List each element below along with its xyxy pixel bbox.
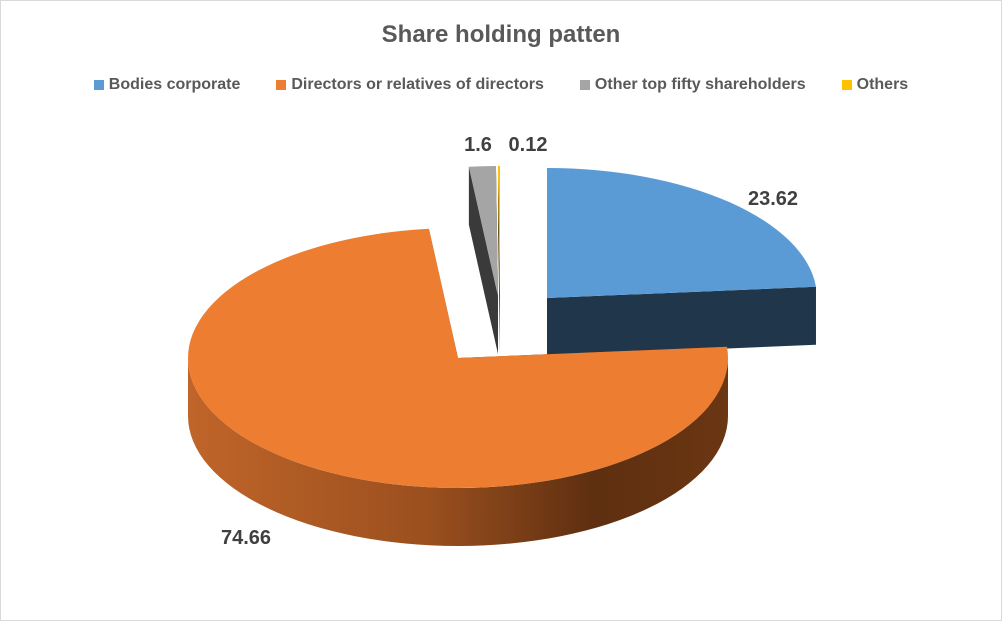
data-label: 1.6 <box>464 134 492 156</box>
slice-top <box>497 166 500 296</box>
data-label: 23.62 <box>748 188 798 210</box>
legend-label: Other top fifty shareholders <box>594 76 806 93</box>
legend-swatch <box>93 80 104 90</box>
slice-top <box>468 166 498 296</box>
slice-top <box>187 228 728 488</box>
legend-entry: Others <box>841 76 909 94</box>
slice-radial-face <box>497 166 500 354</box>
slice-outer-side <box>188 358 728 546</box>
chart-title: Share holding patten <box>381 21 621 48</box>
legend: Bodies corporate Directors or relatives o… <box>1 76 1001 94</box>
legend-label: Others <box>856 76 909 93</box>
pie-slice-1 <box>187 228 728 546</box>
legend-entry: Directors or relatives of directors <box>276 76 544 94</box>
pie-slice-3 <box>497 166 500 354</box>
slice-radial-face <box>468 166 498 354</box>
legend-entry: Bodies corporate <box>93 76 241 94</box>
legend-entry: Other top fifty shareholders <box>579 76 806 94</box>
data-label: 74.66 <box>221 527 271 549</box>
slice-top <box>547 168 816 298</box>
legend-label: Directors or relatives of directors <box>291 76 544 93</box>
legend-label: Bodies corporate <box>108 76 241 93</box>
pie-slice-0 <box>547 168 816 356</box>
data-label: 0.12 <box>509 134 548 156</box>
legend-swatch <box>276 80 287 90</box>
legend-swatch <box>579 80 590 90</box>
slice-radial-face <box>547 286 816 356</box>
pie-slice-2 <box>468 166 498 354</box>
legend-swatch <box>841 80 852 90</box>
